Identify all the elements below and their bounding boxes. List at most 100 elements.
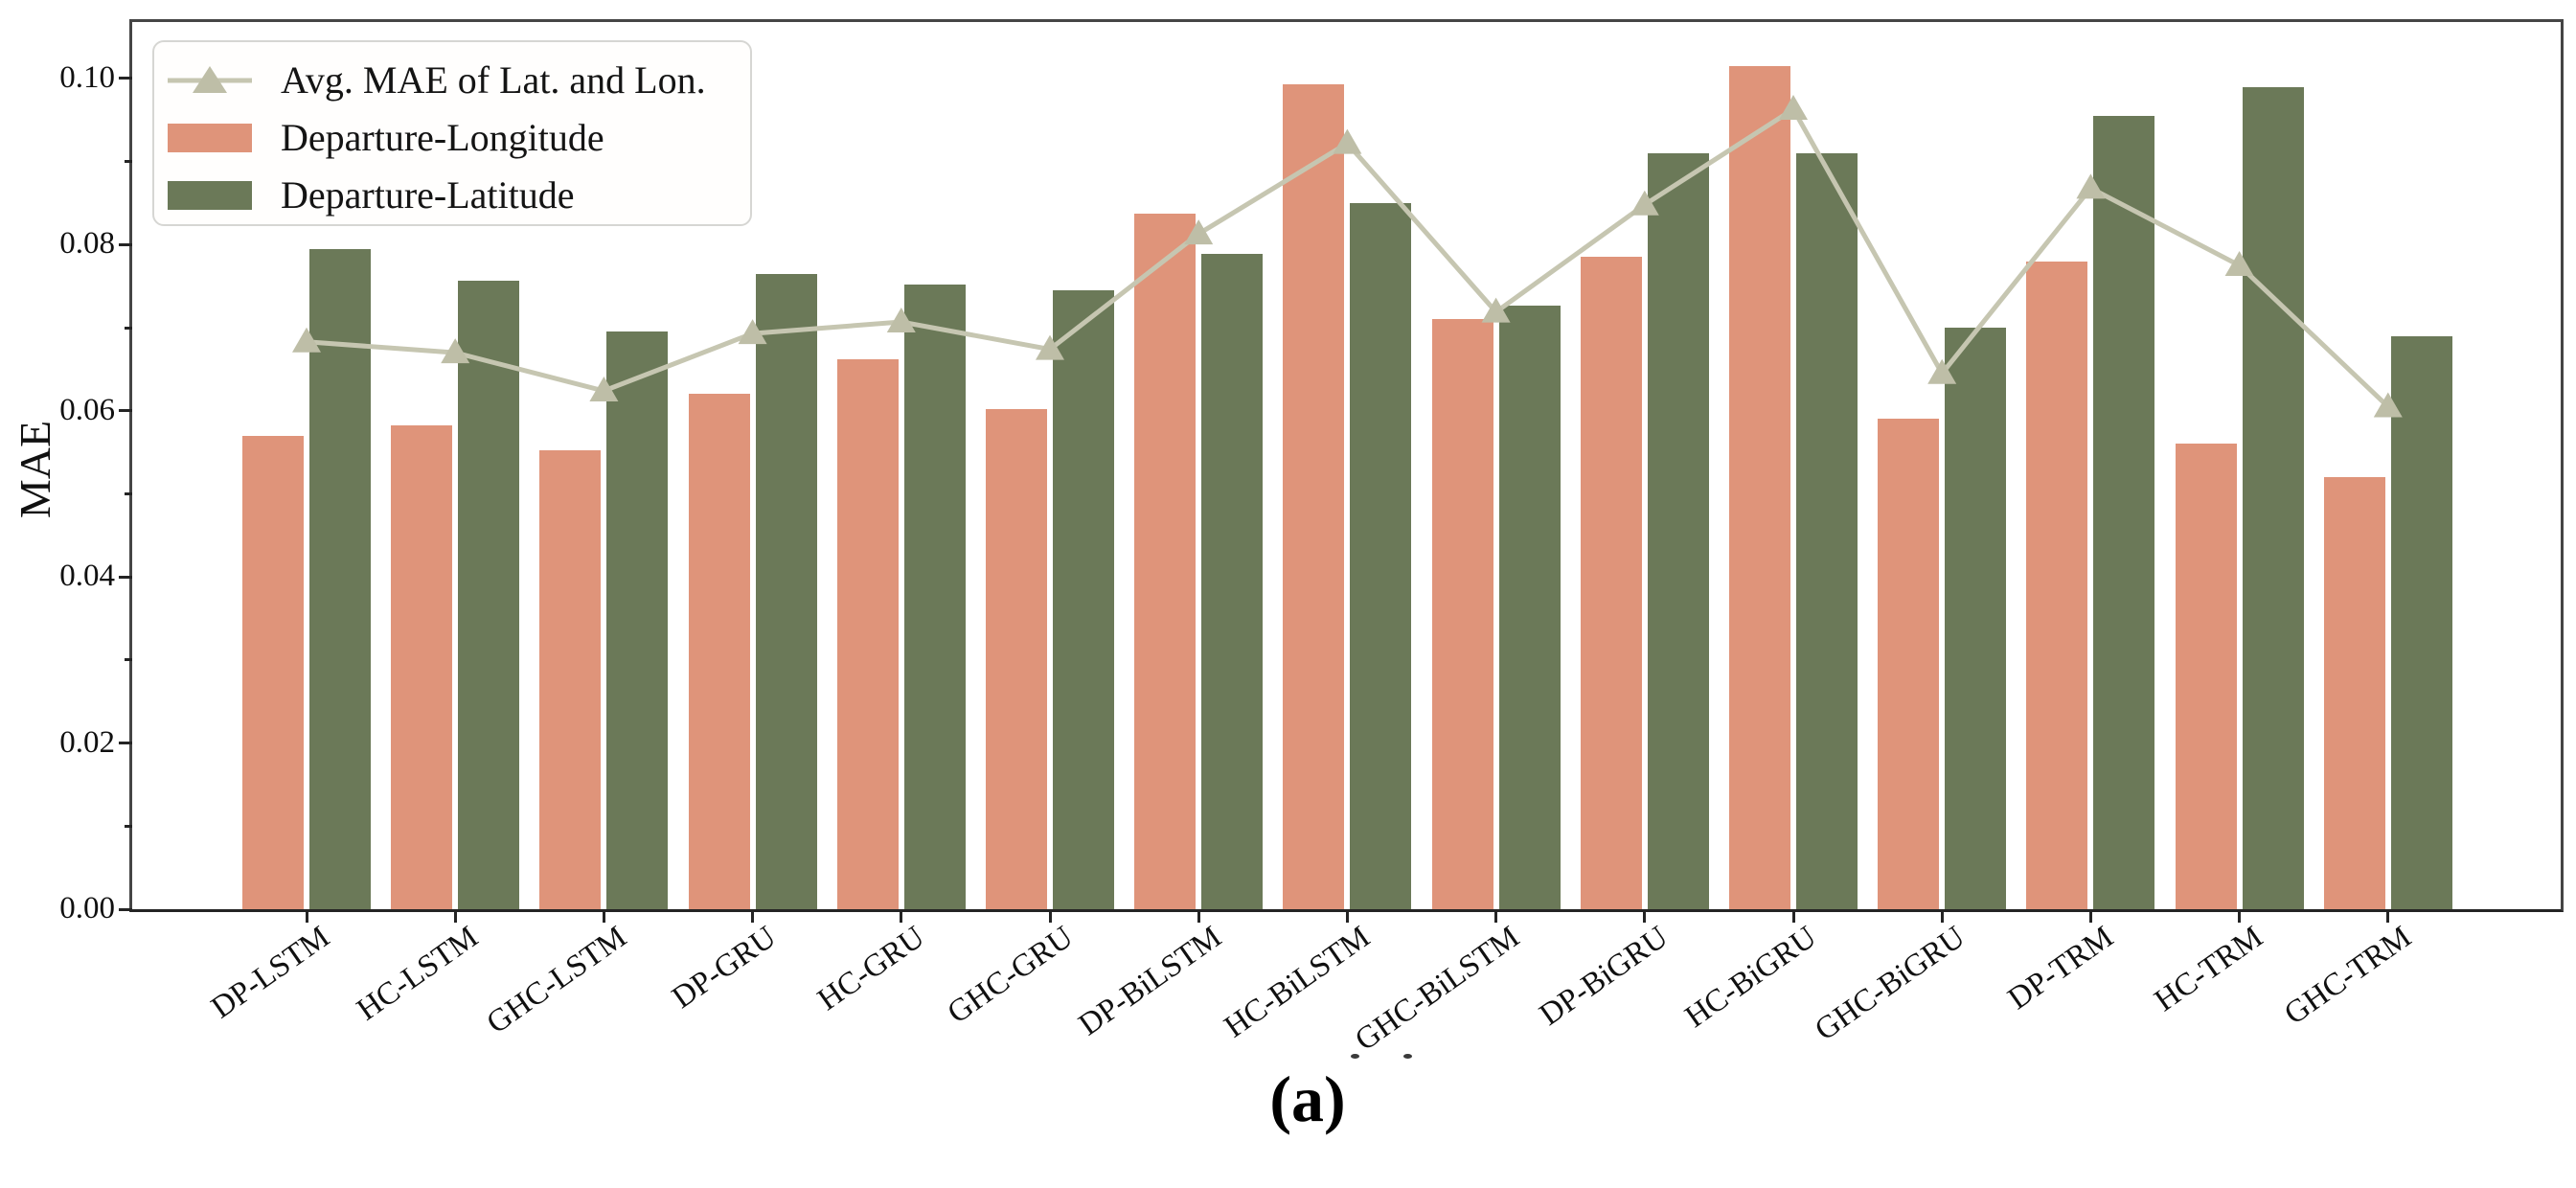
x-tick-GHC-LSTM — [602, 912, 605, 923]
legend-label-latitude: Departure-Latitude — [281, 173, 575, 217]
y-major-tick-0.02 — [119, 742, 132, 745]
y-major-tick-0.00 — [119, 907, 132, 911]
avg-marker-GHC-TRM — [2373, 392, 2403, 418]
y-tick-label-0.10: 0.10 — [59, 59, 115, 95]
bar-departure-latitude-GHC-GRU — [1053, 290, 1114, 909]
bar-departure-latitude-HC-BiGRU — [1796, 153, 1858, 909]
bar-departure-longitude-DP-BiLSTM — [1134, 214, 1197, 909]
y-major-tick-0.06 — [119, 409, 132, 413]
bar-departure-latitude-HC-BiLSTM — [1350, 203, 1412, 909]
y-minor-tick-0.09 — [125, 160, 132, 164]
legend-label-avg-line: Avg. MAE of Lat. and Lon. — [281, 58, 706, 102]
avg-line-layer — [292, 95, 2403, 418]
bar-departure-longitude-GHC-GRU — [986, 409, 1047, 909]
y-tick-label-0.02: 0.02 — [59, 724, 115, 760]
x-tick-DP-BiLSTM — [1197, 912, 1200, 923]
avg-marker-DP-BiLSTM — [1184, 219, 1214, 245]
y-minor-tick-0.03 — [125, 658, 132, 662]
avg-marker-HC-BiLSTM — [1333, 128, 1362, 154]
legend-item-avg-line: Avg. MAE of Lat. and Lon. — [168, 54, 750, 107]
avg-line-marker-icon — [168, 61, 252, 100]
x-tick-GHC-TRM — [2386, 912, 2390, 923]
stray-dot-artifact — [1351, 1054, 1359, 1059]
avg-marker-DP-GRU — [738, 319, 767, 345]
avg-marker-HC-TRM — [2224, 251, 2254, 277]
legend-item-longitude: Departure-Longitude — [168, 111, 750, 165]
legend-item-latitude: Departure-Latitude — [168, 169, 750, 222]
x-tick-DP-GRU — [751, 912, 755, 923]
legend: Avg. MAE of Lat. and Lon. Departure-Long… — [152, 40, 752, 226]
x-tick-label-HC-BiGRU: HC-BiGRU — [1678, 920, 1823, 1035]
bar-departure-latitude-DP-LSTM — [309, 249, 371, 909]
x-tick-HC-TRM — [2238, 912, 2242, 923]
avg-marker-GHC-BiLSTM — [1481, 297, 1511, 323]
x-tick-HC-LSTM — [453, 912, 457, 923]
y-major-tick-0.04 — [119, 575, 132, 579]
x-tick-label-HC-LSTM: HC-LSTM — [351, 920, 485, 1028]
figure-caption: (a) — [1269, 1062, 1346, 1135]
y-tick-label-0.00: 0.00 — [59, 891, 115, 925]
x-tick-label-DP-TRM: DP-TRM — [2002, 920, 2121, 1017]
y-major-tick-0.08 — [119, 242, 132, 246]
y-minor-tick-0.07 — [125, 326, 132, 330]
x-tick-HC-GRU — [900, 912, 903, 923]
longitude-swatch-icon — [168, 119, 252, 157]
latitude-swatch-icon — [168, 176, 252, 215]
legend-label-longitude: Departure-Longitude — [281, 116, 604, 159]
bar-departure-longitude-GHC-BiGRU — [1878, 419, 1940, 909]
bar-departure-longitude-HC-LSTM — [391, 425, 453, 909]
x-tick-HC-BiLSTM — [1345, 912, 1349, 923]
x-tick-HC-BiGRU — [1791, 912, 1795, 923]
avg-marker-DP-LSTM — [292, 327, 321, 353]
avg-marker-HC-BiGRU — [1779, 95, 1808, 121]
bar-departure-latitude-DP-TRM — [2093, 116, 2155, 909]
plot-area: Avg. MAE of Lat. and Lon. Departure-Long… — [129, 19, 2564, 912]
bar-departure-longitude-GHC-LSTM — [539, 450, 602, 909]
avg-marker-GHC-GRU — [1036, 334, 1064, 360]
bar-departure-longitude-DP-TRM — [2026, 262, 2088, 909]
bar-departure-longitude-HC-BiGRU — [1729, 66, 1790, 909]
x-tick-label-GHC-TRM: GHC-TRM — [2278, 920, 2418, 1032]
avg-marker-GHC-BiGRU — [1927, 358, 1957, 384]
y-minor-tick-0.01 — [125, 824, 132, 828]
x-tick-GHC-BiGRU — [1940, 912, 1944, 923]
bar-departure-latitude-HC-GRU — [903, 285, 966, 909]
avg-marker-DP-TRM — [2076, 173, 2106, 199]
bar-departure-latitude-GHC-BiLSTM — [1498, 306, 1561, 909]
avg-marker-HC-LSTM — [441, 338, 470, 364]
x-tick-label-HC-TRM: HC-TRM — [2148, 920, 2269, 1019]
bar-departure-latitude-GHC-LSTM — [606, 331, 669, 909]
bar-departure-longitude-DP-LSTM — [242, 436, 304, 909]
avg-marker-GHC-LSTM — [589, 376, 619, 401]
y-tick-label-0.08: 0.08 — [59, 226, 115, 262]
bar-departure-latitude-DP-BiGRU — [1647, 153, 1709, 909]
bar-departure-longitude-DP-BiGRU — [1580, 257, 1642, 909]
bar-departure-longitude-GHC-BiLSTM — [1431, 319, 1493, 909]
bar-departure-longitude-HC-BiLSTM — [1283, 84, 1345, 909]
avg-marker-DP-BiGRU — [1630, 190, 1659, 216]
x-tick-DP-TRM — [2088, 912, 2092, 923]
avg-marker-HC-GRU — [886, 308, 916, 333]
x-tick-label-GHC-BiGRU: GHC-BiGRU — [1809, 920, 1972, 1048]
y-tick-label-0.04: 0.04 — [59, 559, 115, 594]
bar-departure-latitude-DP-GRU — [755, 274, 817, 909]
x-tick-DP-BiGRU — [1643, 912, 1647, 923]
bar-departure-latitude-HC-TRM — [2242, 87, 2304, 909]
x-tick-GHC-BiLSTM — [1494, 912, 1498, 923]
y-tick-label-0.06: 0.06 — [59, 392, 115, 427]
x-tick-label-GHC-GRU: GHC-GRU — [941, 920, 1080, 1031]
stray-dot-artifact — [1403, 1054, 1412, 1059]
x-tick-GHC-GRU — [1048, 912, 1052, 923]
bar-departure-latitude-GHC-BiGRU — [1945, 328, 2007, 909]
bar-departure-latitude-DP-BiLSTM — [1201, 254, 1264, 909]
x-tick-DP-LSTM — [305, 912, 308, 923]
bar-departure-longitude-GHC-TRM — [2323, 477, 2385, 909]
x-tick-label-DP-LSTM: DP-LSTM — [205, 920, 336, 1026]
bar-departure-longitude-HC-TRM — [2175, 444, 2237, 909]
bar-departure-latitude-HC-LSTM — [458, 281, 520, 909]
x-tick-label-GHC-LSTM: GHC-LSTM — [481, 920, 634, 1041]
bar-departure-longitude-DP-GRU — [688, 394, 750, 909]
bar-departure-longitude-HC-GRU — [836, 359, 899, 909]
y-major-tick-0.10 — [119, 77, 132, 80]
